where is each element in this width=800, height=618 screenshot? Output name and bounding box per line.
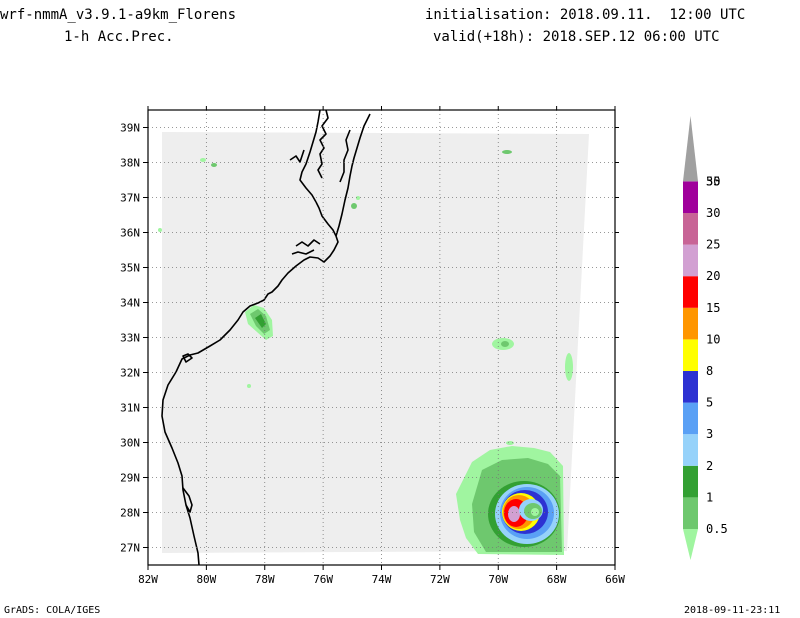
legend-label: 2	[706, 459, 713, 473]
lon-tick-label: 78W	[255, 573, 275, 586]
plot-timestamp: 2018-09-11-23:11	[684, 605, 781, 616]
lon-tick-label: 82W	[138, 573, 158, 586]
lat-tick-label: 27N	[120, 542, 140, 555]
lat-tick-label: 37N	[120, 192, 140, 205]
legend-label: 8	[706, 364, 713, 378]
lat-tick-label: 31N	[120, 402, 140, 415]
model-domain	[162, 132, 589, 553]
legend-label: 20	[706, 269, 720, 283]
legend-swatch	[683, 402, 698, 435]
precip-hurricane-florence	[456, 446, 564, 555]
lat-tick-label: 28N	[120, 507, 140, 520]
lat-tick-label: 32N	[120, 367, 140, 380]
precip-scattered	[158, 150, 573, 445]
legend-swatch	[683, 529, 698, 560]
legend-swatch	[683, 497, 698, 529]
lat-tick-label: 30N	[120, 437, 140, 450]
legend-swatch	[683, 434, 698, 466]
lat-tick-label: 39N	[120, 122, 140, 135]
lon-tick-label: 80W	[196, 573, 216, 586]
legend-swatch	[683, 465, 698, 498]
legend-label: 1	[706, 490, 713, 504]
lon-tick-label: 74W	[372, 573, 392, 586]
lon-tick-label: 70W	[488, 573, 508, 586]
grads-credit: GrADS: COLA/IGES	[4, 605, 101, 616]
lon-tick-label: 72W	[430, 573, 450, 586]
legend-label: 35	[706, 174, 720, 188]
legend-label: 30	[706, 206, 720, 220]
legend-swatch	[683, 307, 698, 340]
legend-swatch	[683, 244, 698, 277]
legend-swatch	[683, 339, 698, 371]
lat-tick-label: 35N	[120, 262, 140, 275]
legend-swatch	[683, 213, 698, 245]
lat-tick-label: 33N	[120, 332, 140, 345]
lat-tick-label: 34N	[120, 297, 140, 310]
model-title: wrf-nmmA_v3.9.1-a9km_Florens	[0, 7, 237, 23]
legend-label: 50	[706, 174, 720, 188]
lon-tick-label: 76W	[313, 573, 333, 586]
lat-tick-label: 38N	[120, 157, 140, 170]
lon-tick-label: 68W	[547, 573, 567, 586]
precip-coastal-cluster	[245, 305, 273, 340]
legend-label: 15	[706, 301, 720, 315]
legend-swatch	[683, 116, 698, 182]
longitude-ticks: 82W 80W 78W 76W 74W 72W 70W 68W 66W	[138, 106, 625, 586]
legend-swatch	[683, 276, 698, 308]
legend-label: 0.5	[706, 522, 728, 536]
legend-label: 25	[706, 238, 720, 252]
coastline	[161, 109, 371, 566]
legend-label: 3	[706, 427, 713, 441]
lat-tick-label: 36N	[120, 227, 140, 240]
lat-tick-label: 29N	[120, 472, 140, 485]
lon-tick-label: 66W	[605, 573, 625, 586]
legend-swatch	[683, 181, 698, 213]
init-time: initialisation: 2018.09.11. 12:00 UTC	[425, 7, 746, 23]
legend-label: 5	[706, 396, 713, 410]
field-title: 1-h Acc.Prec.	[64, 29, 174, 45]
legend-swatch	[683, 371, 698, 403]
valid-time: valid(+18h): 2018.SEP.12 06:00 UTC	[433, 29, 720, 45]
latitude-ticks: 27N 28N 29N 30N 31N 32N 33N 34N 35N 36N 37N 38N 39N	[120, 122, 619, 555]
legend-label: 10	[706, 332, 720, 346]
